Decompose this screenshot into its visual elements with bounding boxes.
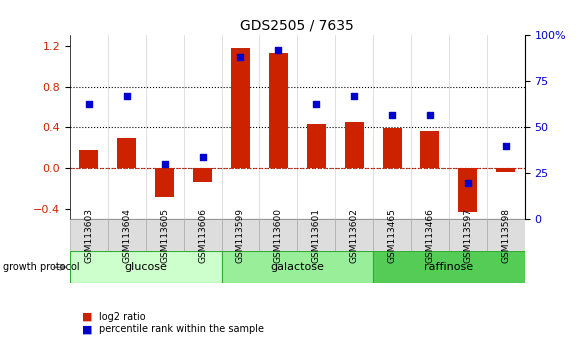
Bar — [117, 138, 136, 169]
FancyBboxPatch shape — [70, 219, 108, 251]
Bar — [420, 131, 440, 169]
Text: galactose: galactose — [271, 262, 324, 272]
Text: GSM113600: GSM113600 — [274, 208, 283, 263]
Point — [160, 161, 169, 167]
FancyBboxPatch shape — [487, 219, 525, 251]
Text: log2 ratio: log2 ratio — [99, 312, 146, 322]
Text: GSM113466: GSM113466 — [426, 208, 434, 263]
Bar — [496, 169, 515, 172]
Bar — [269, 53, 288, 169]
Bar — [382, 129, 402, 169]
Text: GSM113465: GSM113465 — [388, 208, 396, 263]
Text: growth protocol: growth protocol — [3, 262, 79, 272]
FancyBboxPatch shape — [146, 219, 184, 251]
Text: glucose: glucose — [124, 262, 167, 272]
FancyBboxPatch shape — [297, 219, 335, 251]
Text: GSM113604: GSM113604 — [122, 208, 131, 263]
Text: GSM113605: GSM113605 — [160, 208, 169, 263]
Text: GSM113599: GSM113599 — [236, 208, 245, 263]
Text: raffinose: raffinose — [424, 262, 473, 272]
Text: GSM113601: GSM113601 — [312, 208, 321, 263]
Text: GSM113606: GSM113606 — [198, 208, 207, 263]
FancyBboxPatch shape — [373, 219, 411, 251]
FancyBboxPatch shape — [70, 251, 222, 283]
Text: ■: ■ — [82, 324, 92, 334]
Point — [463, 180, 473, 185]
Point — [312, 101, 321, 106]
Text: GSM113597: GSM113597 — [463, 208, 472, 263]
Bar — [79, 150, 99, 169]
Bar — [458, 169, 477, 212]
Bar — [155, 169, 174, 197]
Text: GSM113598: GSM113598 — [501, 208, 510, 263]
FancyBboxPatch shape — [335, 219, 373, 251]
Text: GSM113603: GSM113603 — [85, 208, 93, 263]
Point — [387, 112, 396, 118]
FancyBboxPatch shape — [222, 219, 259, 251]
FancyBboxPatch shape — [373, 251, 525, 283]
Point — [274, 47, 283, 53]
Text: percentile rank within the sample: percentile rank within the sample — [99, 324, 264, 334]
Point — [501, 143, 511, 149]
Title: GDS2505 / 7635: GDS2505 / 7635 — [240, 19, 354, 33]
Point — [198, 154, 208, 160]
Bar — [193, 169, 212, 182]
Text: ■: ■ — [82, 312, 92, 322]
Point — [236, 55, 245, 60]
Bar — [345, 122, 364, 169]
Point — [84, 101, 93, 106]
FancyBboxPatch shape — [411, 219, 449, 251]
FancyBboxPatch shape — [184, 219, 222, 251]
Point — [122, 93, 132, 99]
FancyBboxPatch shape — [259, 219, 297, 251]
FancyBboxPatch shape — [449, 219, 487, 251]
Bar — [307, 124, 326, 169]
Bar — [231, 48, 250, 169]
Text: GSM113602: GSM113602 — [350, 208, 359, 263]
FancyBboxPatch shape — [108, 219, 146, 251]
Point — [425, 112, 434, 118]
FancyBboxPatch shape — [222, 251, 373, 283]
Point — [350, 93, 359, 99]
